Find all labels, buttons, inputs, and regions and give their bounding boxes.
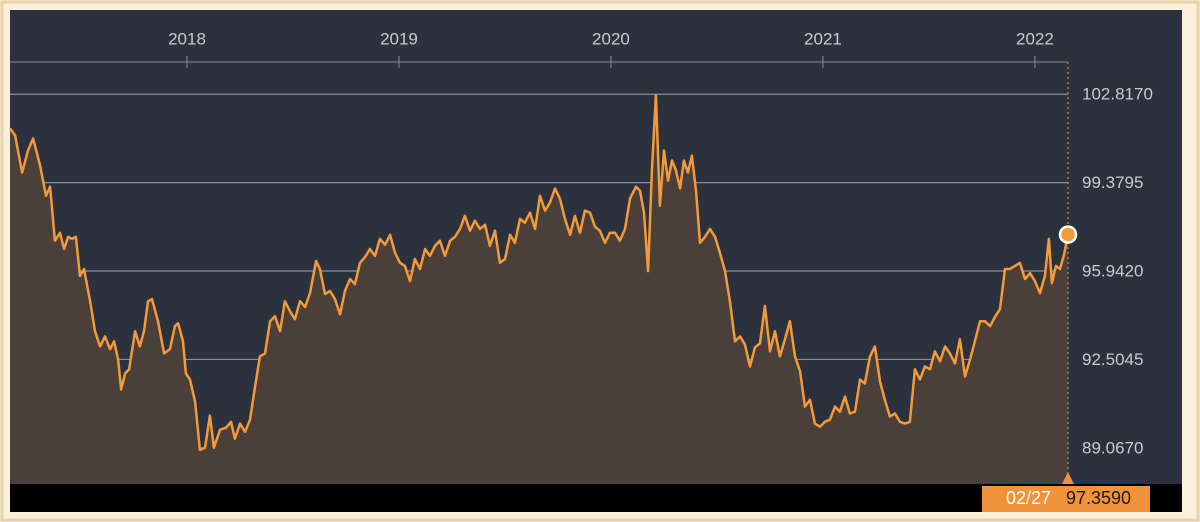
x-tick-label: 2020 — [592, 29, 630, 48]
x-tick-label: 2019 — [380, 29, 418, 48]
y-tick-label: 89.0670 — [1082, 438, 1143, 457]
y-tick-label: 92.5045 — [1082, 350, 1143, 369]
x-tick-label: 2018 — [168, 29, 206, 48]
plot — [8, 93, 1070, 484]
y-tick-label: 99.3795 — [1082, 173, 1143, 192]
y-tick-label: 95.9420 — [1082, 262, 1143, 281]
x-tick-label: 2021 — [804, 29, 842, 48]
overlay — [1058, 225, 1078, 484]
tooltip-pointer — [1062, 472, 1074, 484]
tooltip-date: 02/27 — [1006, 488, 1051, 508]
tooltip-value: 97.3590 — [1066, 488, 1131, 508]
x-tick-label: 2022 — [1016, 29, 1054, 48]
line — [8, 93, 1070, 452]
tooltip-box — [982, 486, 1150, 512]
grid: 89.0670 92.5045 95.9420 99.3795 102.8170 2018… — [10, 29, 1153, 457]
y-tick-label: 102.8170 — [1082, 85, 1153, 104]
area — [10, 95, 1068, 484]
cursor-dot — [1058, 225, 1078, 244]
